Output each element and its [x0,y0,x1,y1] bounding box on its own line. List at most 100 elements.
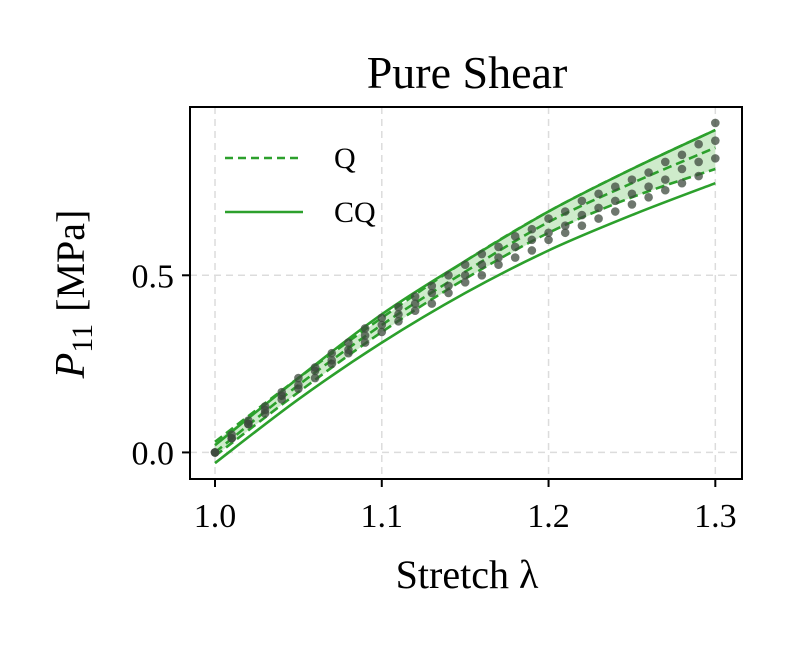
series-line-cq-lower [214,181,716,465]
legend: Q CQ [225,142,376,229]
data-point-s1-17 [494,253,503,262]
data-point-s0-9 [360,324,370,333]
data-point-s2-17 [494,260,503,269]
data-point-s2-15 [460,278,470,287]
y-tick-label-0: 0.0 [132,435,175,472]
data-point-s1-11 [394,309,403,319]
y-tick-label-1: 0.5 [132,258,175,295]
data-point-s0-23 [594,189,603,199]
data-point-s1-21 [560,221,570,230]
data-point-s2-23 [594,214,603,223]
y-axis-label-unit: [MPa] [48,210,93,312]
data-point-s0-19 [527,224,537,234]
data-point-s2-1 [227,433,236,443]
data-point-s0-29 [694,139,703,149]
x-tick-label-3: 1.3 [694,498,737,535]
data-point-s1-12 [410,299,420,308]
data-point-s0-11 [394,302,403,312]
uncertainty-band-area [215,130,716,456]
data-point-s0-27 [660,157,670,167]
data-point-s2-4 [277,394,287,404]
data-point-s2-21 [560,228,570,238]
data-point-s2-5 [294,384,303,393]
x-tick-label-2: 1.2 [527,498,570,535]
data-point-s2-7 [327,359,337,369]
data-point-s0-12 [410,292,420,301]
data-point-s1-13 [427,288,437,298]
plot-frame [189,106,743,480]
y-axis-label-subscript: 11 [66,324,99,353]
data-point-s0-30 [711,118,720,128]
data-point-s1-24 [610,196,620,206]
data-point-s1-14 [444,281,453,291]
data-point-s2-20 [544,235,553,245]
data-point-s2-10 [377,327,387,337]
data-point-s2-29 [694,171,703,181]
data-point-s2-12 [410,306,420,316]
data-point-s1-23 [594,203,603,213]
legend-label-q: Q [334,142,356,175]
y-axis-label: P11 [MPa] [48,210,99,380]
data-point-s0-7 [327,348,337,358]
y-axis-label-main: P [48,353,94,380]
x-tick-label-0: 1.0 [194,498,237,535]
data-point-s1-6 [310,366,320,376]
axis-ticks: 1.0 1.1 1.2 1.3 0.0 0.5 [132,258,737,535]
data-point-s0-22 [577,196,587,206]
uncertainty-band [215,130,716,456]
data-point-s1-9 [360,331,370,340]
data-point-s2-8 [344,348,353,358]
data-point-s1-16 [477,260,487,269]
data-point-s0-8 [344,338,353,347]
data-point-s1-19 [527,235,537,245]
data-point-s0-10 [377,313,387,323]
data-point-s0-14 [444,270,453,280]
data-point-s2-16 [477,270,487,280]
data-point-s2-24 [610,207,620,216]
data-point-s2-2 [244,419,253,429]
data-point-s1-22 [577,210,587,220]
data-point-s2-28 [677,178,687,188]
data-point-s0-18 [510,232,520,241]
data-point-s0-21 [560,207,570,216]
data-point-s2-25 [627,200,637,209]
data-point-s0-24 [610,182,620,192]
data-point-s2-30 [711,154,720,163]
data-point-s2-27 [660,185,670,195]
data-point-s2-22 [577,221,587,230]
data-point-s2-26 [644,193,653,202]
data-point-s0-20 [544,214,553,223]
data-point-s2-14 [444,288,453,298]
data-point-s1-25 [627,189,637,199]
data-point-s1-20 [544,228,553,238]
data-point-s0-5 [294,373,303,383]
data-point-s1-30 [711,136,720,145]
data-points [210,118,720,457]
data-point-s0-16 [477,249,487,259]
data-point-s1-29 [694,157,703,167]
data-point-s1-26 [644,182,653,192]
chart-title: Pure Shear [367,47,568,98]
data-point-s0-25 [627,175,637,184]
data-point-s0-15 [460,260,470,269]
data-point-s0-17 [494,242,503,252]
data-point-s0-28 [677,150,687,160]
x-tick-label-1: 1.1 [361,498,404,535]
data-point-s1-18 [510,242,520,252]
data-point-s2-9 [360,338,370,347]
data-point-s2-6 [310,373,320,383]
data-point-s1-10 [377,320,387,330]
data-point-s2-3 [260,409,270,418]
data-point-s0-26 [644,168,653,177]
model-curves [214,128,716,465]
x-axis-label: Stretch λ [396,552,539,597]
data-point-s2-11 [394,317,403,326]
data-point-s1-27 [660,175,670,184]
data-point-s1-15 [460,270,470,280]
data-point-s2-19 [527,246,537,255]
legend-label-cq: CQ [334,196,376,229]
data-point-s2-18 [510,253,520,262]
data-point-s2-0 [210,448,220,457]
